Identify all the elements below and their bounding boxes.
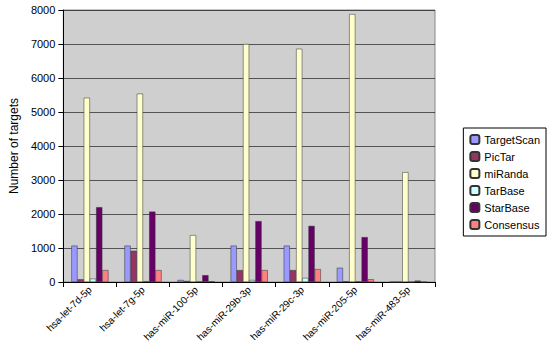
svg-text:8000: 8000	[31, 4, 55, 16]
svg-text:TargetScan: TargetScan	[484, 134, 540, 146]
svg-text:0: 0	[49, 276, 55, 288]
svg-text:has-miR-29b-3p: has-miR-29b-3p	[195, 284, 254, 343]
svg-text:has-miR-100-5p: has-miR-100-5p	[142, 284, 201, 343]
svg-text:hsa-let-7g-5p: hsa-let-7g-5p	[98, 284, 148, 334]
svg-text:6000: 6000	[31, 72, 55, 84]
svg-text:3000: 3000	[31, 174, 55, 186]
svg-text:7000: 7000	[31, 38, 55, 50]
svg-text:4000: 4000	[31, 140, 55, 152]
svg-text:miRanda: miRanda	[484, 168, 529, 180]
svg-text:PicTar: PicTar	[484, 151, 515, 163]
svg-text:Consensus: Consensus	[484, 219, 540, 231]
svg-text:has-miR-29c-3p: has-miR-29c-3p	[248, 284, 306, 342]
svg-text:2000: 2000	[31, 208, 55, 220]
svg-text:StarBase: StarBase	[484, 202, 529, 214]
svg-text:TarBase: TarBase	[484, 185, 524, 197]
svg-text:Number of targets: Number of targets	[7, 98, 21, 194]
svg-text:hsa-let-7d-5p: hsa-let-7d-5p	[44, 284, 94, 334]
svg-text:has-miR-483-5p: has-miR-483-5p	[354, 284, 413, 343]
svg-text:5000: 5000	[31, 106, 55, 118]
svg-text:1000: 1000	[31, 242, 55, 254]
svg-text:has-miR-205-5p: has-miR-205-5p	[301, 284, 360, 343]
